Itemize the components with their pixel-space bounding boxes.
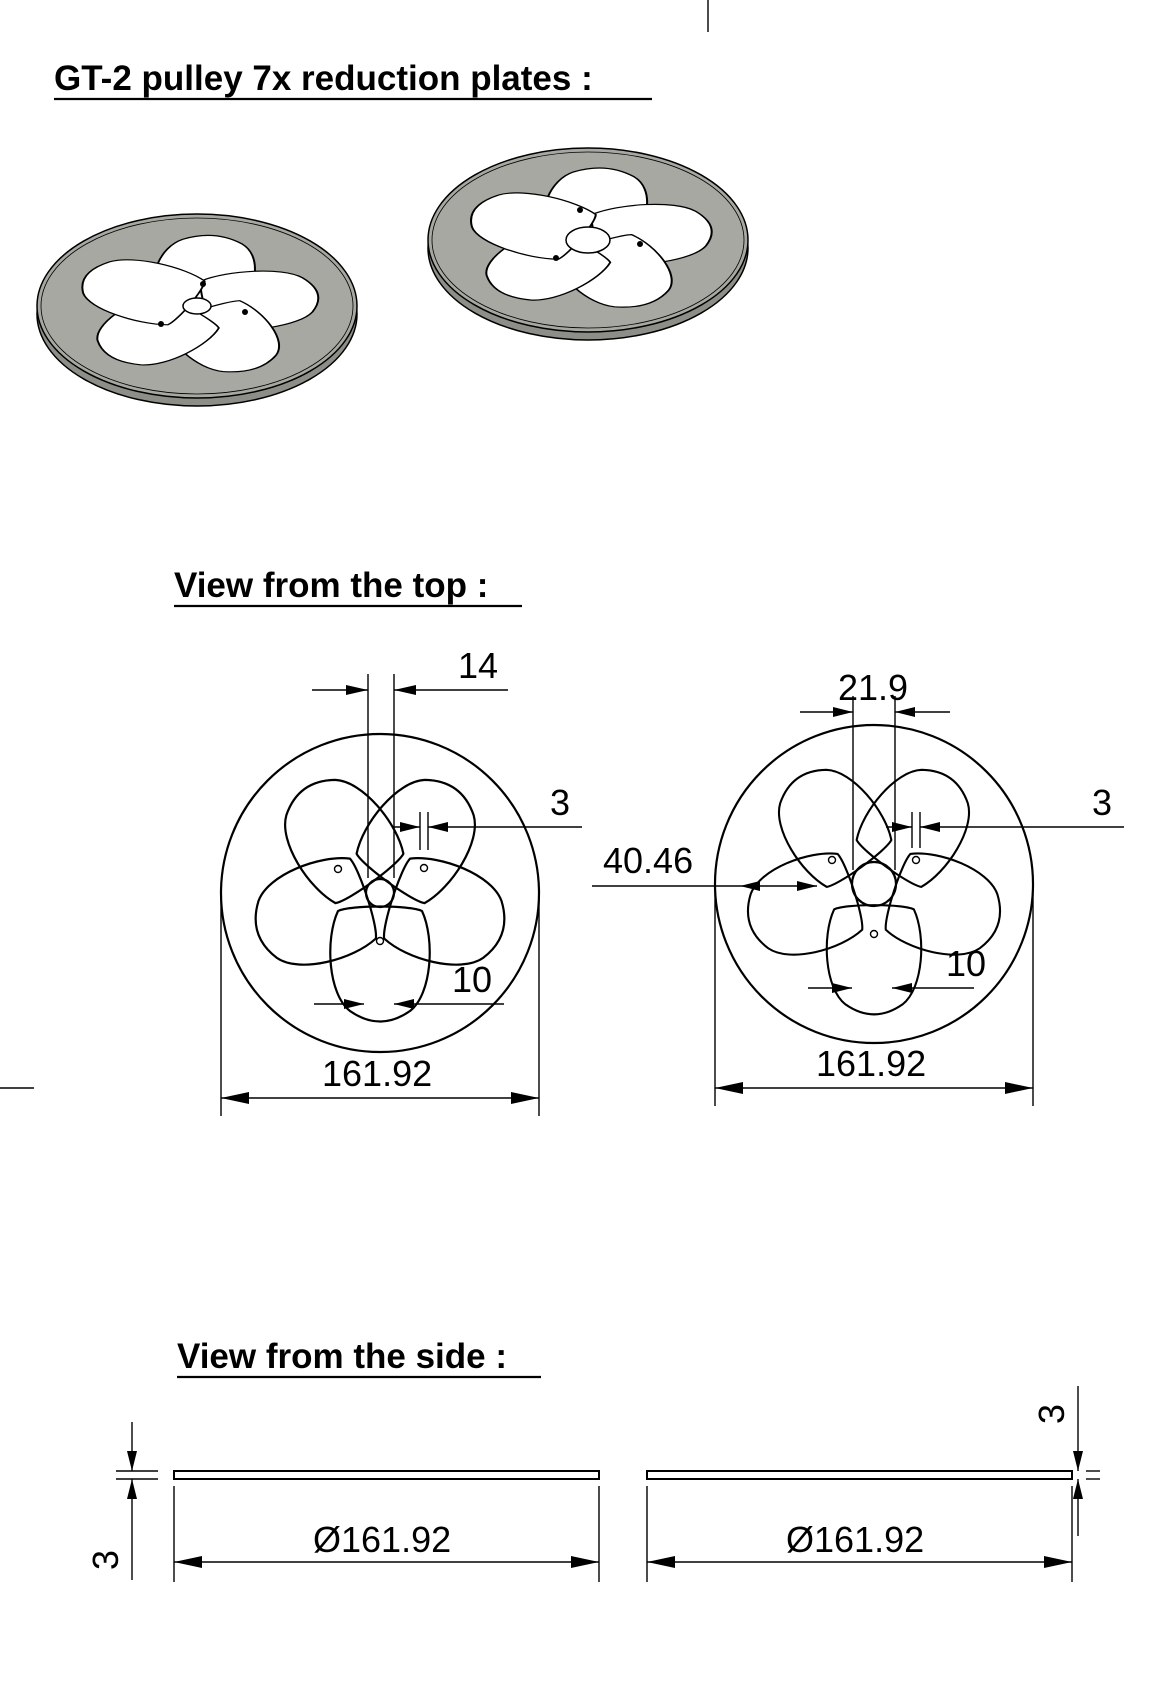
side-left-thickness: 3 bbox=[85, 1550, 126, 1570]
top-left-inner: 10 bbox=[452, 959, 492, 1000]
side-right-diameter: Ø161.92 bbox=[786, 1519, 924, 1560]
side-plate-right: Ø161.92 3 bbox=[646, 1386, 1100, 1582]
side-plate-left: Ø161.92 3 bbox=[85, 1422, 600, 1582]
iso-plate-left bbox=[36, 213, 358, 407]
top-left-spoke-gap: 14 bbox=[458, 645, 498, 686]
iso-plate-right bbox=[427, 147, 749, 341]
side-left-diameter: Ø161.92 bbox=[313, 1519, 451, 1560]
top-right-diameter: 161.92 bbox=[816, 1043, 926, 1084]
side-view-heading: View from the side : bbox=[177, 1337, 507, 1376]
page-title: GT-2 pulley 7x reduction plates : bbox=[54, 59, 593, 98]
top-right-rim-width: 40.46 bbox=[603, 840, 693, 881]
top-right-spoke-gap: 21.9 bbox=[838, 667, 908, 708]
top-left-diameter: 161.92 bbox=[322, 1053, 432, 1094]
top-view-heading: View from the top : bbox=[174, 566, 488, 605]
top-left-thickness: 3 bbox=[550, 782, 570, 823]
top-right-inner: 10 bbox=[946, 943, 986, 984]
top-left-dimensions: 14 3 10 161.92 bbox=[220, 645, 582, 1116]
top-plate-right bbox=[713, 723, 1035, 1045]
top-right-dimensions: 21.9 3 40.46 10 161.92 bbox=[592, 667, 1124, 1106]
top-right-thickness: 3 bbox=[1092, 782, 1112, 823]
side-right-thickness: 3 bbox=[1031, 1404, 1072, 1424]
